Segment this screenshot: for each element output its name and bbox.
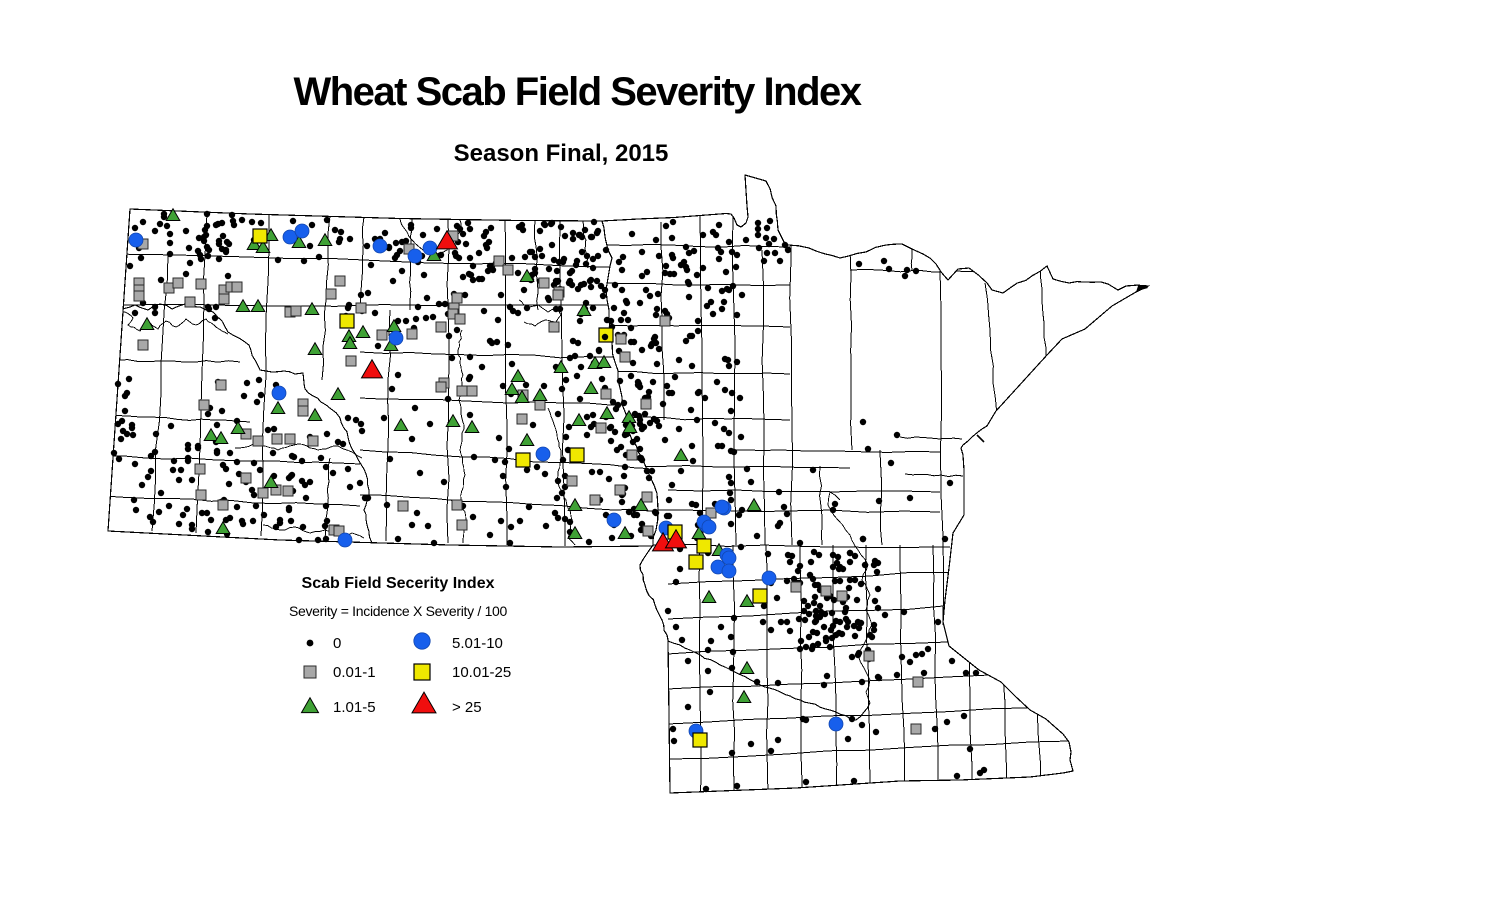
svg-text:5.01-10: 5.01-10 (452, 635, 503, 652)
svg-text:> 25: > 25 (452, 699, 482, 716)
svg-text:10.01-25: 10.01-25 (452, 664, 511, 681)
svg-text:1.01-5: 1.01-5 (333, 699, 376, 716)
svg-text:Scab Field Secerity Index: Scab Field Secerity Index (302, 575, 495, 592)
svg-text:Wheat Scab Field Severity Inde: Wheat Scab Field Severity Index (293, 70, 861, 114)
svg-text:Severity = Incidence X Severit: Severity = Incidence X Severity / 100 (289, 603, 508, 619)
svg-text:Season Final, 2015: Season Final, 2015 (454, 140, 669, 167)
svg-text:0: 0 (333, 635, 341, 652)
svg-text:0.01-1: 0.01-1 (333, 664, 376, 681)
